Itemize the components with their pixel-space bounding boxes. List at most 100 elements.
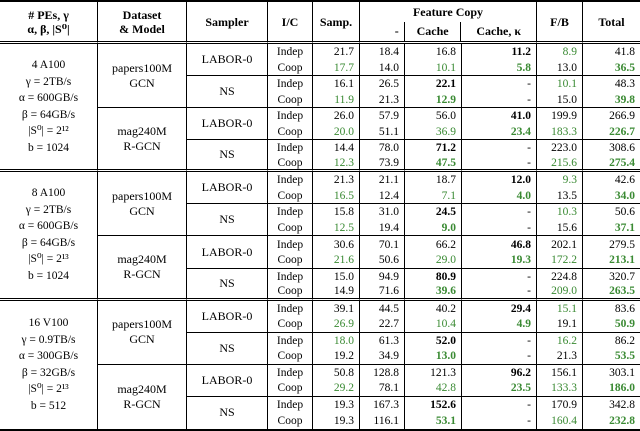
value-cell: 12.9 (405, 92, 462, 109)
dataset-name-line: R-GCN (123, 138, 161, 153)
ic-label: Indep (276, 142, 304, 155)
dash-cell: - (462, 220, 537, 237)
dataset-name-line: R-GCN (123, 396, 161, 411)
col-header-dataset-line2: & Model (119, 21, 165, 36)
dataset-name-line: GCN (129, 203, 155, 218)
sampler-name: LABOR-0 (201, 372, 253, 387)
cell-value: 21.3 (378, 93, 399, 106)
ic-cell: Coop (268, 348, 313, 365)
cell-value: 31.0 (378, 206, 399, 219)
value-cell: 320.7 (583, 269, 640, 285)
ic-label: Coop (277, 350, 303, 363)
value-cell: 23.4 (462, 124, 537, 141)
cell-value: 152.6 (430, 398, 456, 411)
cell-value: 19.3 (333, 414, 354, 427)
cell-value: 56.0 (435, 110, 456, 123)
ic-cell: Indep (268, 204, 313, 221)
sampler-cell: NS (187, 140, 268, 173)
spec-line: b = 1024 (28, 141, 69, 154)
cell-value: 17.7 (333, 61, 354, 74)
sampler-name: NS (219, 84, 235, 99)
value-cell: 73.9 (360, 156, 405, 173)
col-header-feature-copy: Feature Copy (412, 4, 484, 19)
value-cell: 42.6 (583, 172, 640, 188)
value-cell: 12.4 (360, 188, 405, 205)
cell-value: 18.7 (435, 174, 456, 187)
cell-value: - (527, 270, 531, 283)
spec-line: γ = 0.9TB/s (21, 333, 76, 346)
cell-value: 10.1 (435, 61, 456, 74)
value-cell: 183.3 (537, 124, 583, 141)
value-cell: 7.1 (405, 188, 462, 205)
cell-value: 15.0 (556, 93, 577, 106)
value-cell: 18.0 (313, 332, 360, 349)
cell-value: 215.6 (551, 156, 577, 169)
ic-label: Indep (276, 398, 304, 411)
cell-value: 26.0 (333, 110, 354, 123)
dataset-cell: mag240M R-GCN (98, 236, 187, 301)
cell-value: 44.5 (378, 302, 399, 315)
value-cell: 121.3 (405, 364, 462, 381)
spec-line: b = 1024 (28, 269, 69, 282)
cell-value: - (527, 156, 531, 169)
ic-label: Coop (277, 125, 303, 138)
value-cell: 34.0 (583, 188, 640, 205)
value-cell: 19.2 (313, 348, 360, 365)
value-cell: 17.7 (313, 60, 360, 77)
ic-cell: Indep (268, 364, 313, 381)
sampler-name: NS (219, 212, 235, 227)
value-cell: 36.9 (405, 124, 462, 141)
cell-value: 39.8 (614, 93, 635, 106)
dataset-name-line: papers100M (112, 317, 172, 332)
value-cell: 61.3 (360, 332, 405, 349)
cell-value: 41.8 (614, 46, 635, 59)
cell-value: 42.6 (614, 174, 635, 187)
value-cell: 24.5 (405, 204, 462, 221)
cell-value: 16.1 (333, 78, 354, 91)
col-header-total-label: Total (598, 14, 625, 29)
cell-value: 71.6 (378, 285, 399, 298)
sampler-cell: NS (187, 332, 268, 365)
value-cell: 39.8 (583, 92, 640, 109)
cell-value: 22.1 (435, 78, 456, 91)
cell-value: 209.0 (551, 285, 577, 298)
value-cell: 70.1 (360, 236, 405, 253)
cell-value: 22.7 (378, 318, 399, 331)
value-cell: 12.0 (462, 172, 537, 189)
value-cell: 94.9 (360, 268, 405, 285)
ic-cell: Coop (268, 188, 313, 205)
cell-value: 320.7 (609, 270, 635, 283)
ic-cell: Indep (268, 172, 313, 189)
cell-value: 183.3 (551, 125, 577, 138)
value-cell: 14.4 (313, 140, 360, 157)
ic-label: Indep (276, 302, 304, 315)
ic-label: Coop (277, 61, 303, 74)
cell-value: 170.9 (551, 398, 577, 411)
value-cell: 26.9 (313, 316, 360, 333)
value-cell: 13.0 (537, 60, 583, 77)
dataset-cell: papers100M GCN (98, 300, 187, 365)
cell-value: 29.2 (333, 382, 354, 395)
cell-value: 199.9 (551, 110, 577, 123)
ic-cell: Indep (268, 396, 313, 413)
value-cell: 56.0 (405, 108, 462, 125)
value-cell: 31.0 (360, 204, 405, 221)
col-header-pes-line2: α, β, |S⁰| (27, 21, 70, 36)
cell-value: 279.5 (609, 238, 635, 251)
ic-cell: Indep (268, 108, 313, 125)
dataset-name-line: papers100M (112, 60, 172, 75)
value-cell: 209.0 (537, 284, 583, 301)
value-cell: 22.7 (360, 316, 405, 333)
value-cell: 21.7 (313, 44, 360, 61)
sampler-name: LABOR-0 (201, 180, 253, 195)
value-cell: 16.2 (537, 332, 583, 349)
cell-value: 9.0 (441, 221, 456, 234)
ic-label: Coop (277, 414, 303, 427)
value-cell: 19.1 (537, 316, 583, 333)
cell-value: 50.8 (333, 366, 354, 379)
cell-value: 52.0 (435, 334, 456, 347)
value-cell: 224.8 (537, 268, 583, 285)
value-cell: 16.1 (313, 76, 360, 93)
cell-value: 21.3 (556, 350, 577, 363)
cell-value: 14.9 (333, 285, 354, 298)
